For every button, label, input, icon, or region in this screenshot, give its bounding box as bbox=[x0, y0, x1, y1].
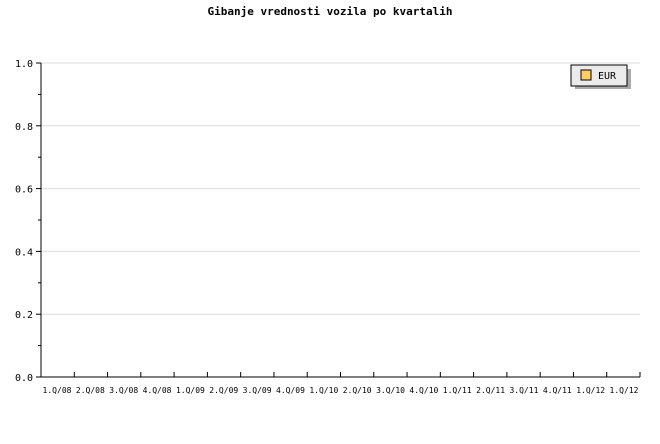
legend-swatch-eur bbox=[580, 69, 592, 81]
legend-label-eur: EUR bbox=[598, 71, 617, 82]
y-tick-label: 0.6 bbox=[15, 185, 33, 196]
x-tick-label: 3.Q/10 bbox=[376, 386, 405, 395]
x-tick-label: 3.Q/08 bbox=[109, 386, 138, 395]
x-tick-label: 2.Q/08 bbox=[76, 386, 105, 395]
x-tick-label: 1.Q/11 bbox=[443, 386, 472, 395]
x-tick-label: 1.Q/08 bbox=[43, 386, 72, 395]
y-tick-label: 0.4 bbox=[15, 247, 33, 258]
x-tick-label: 3.Q/11 bbox=[509, 386, 538, 395]
x-tick-label: 2.Q/11 bbox=[476, 386, 505, 395]
x-tick-label: 4.Q/08 bbox=[143, 386, 172, 395]
x-tick-label: 1.Q/09 bbox=[176, 386, 205, 395]
y-tick-label: 0.2 bbox=[15, 310, 33, 321]
x-tick-label: 4.Q/09 bbox=[276, 386, 305, 395]
x-tick-label: 1.Q/10 bbox=[309, 386, 338, 395]
chart-title: Gibanje vrednosti vozila po kvartalih bbox=[207, 5, 452, 18]
legend: EUR bbox=[570, 64, 631, 89]
x-tick-label: 1.Q/12 bbox=[610, 386, 639, 395]
y-tick-label: 0.0 bbox=[15, 373, 33, 384]
x-tick-label: 4.Q/10 bbox=[409, 386, 438, 395]
x-tick-label: 1.Q/12 bbox=[576, 386, 605, 395]
x-tick-label: 3.Q/09 bbox=[243, 386, 272, 395]
x-tick-label: 2.Q/09 bbox=[209, 386, 238, 395]
y-tick-label: 1.0 bbox=[15, 59, 33, 70]
x-tick-label: 2.Q/10 bbox=[343, 386, 372, 395]
y-tick-label: 0.8 bbox=[15, 122, 33, 133]
x-tick-label: 4.Q/11 bbox=[543, 386, 572, 395]
